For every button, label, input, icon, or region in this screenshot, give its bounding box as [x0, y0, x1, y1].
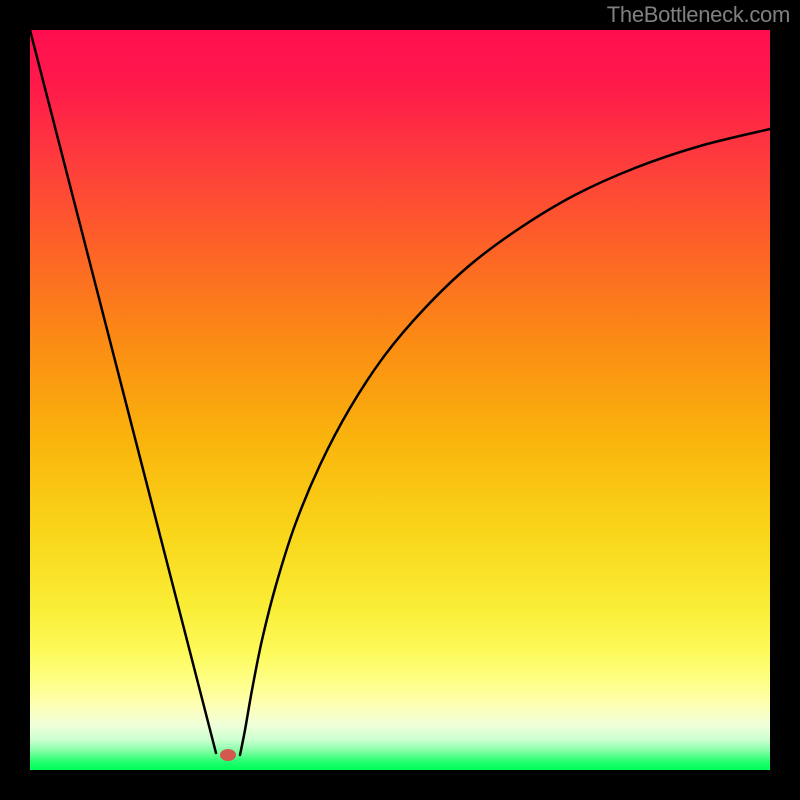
chart-frame: TheBottleneck.com: [0, 0, 800, 800]
attribution-label: TheBottleneck.com: [607, 2, 790, 28]
minimum-marker: [220, 749, 236, 761]
plot-area: [30, 30, 770, 770]
bottleneck-curve: [30, 30, 770, 770]
